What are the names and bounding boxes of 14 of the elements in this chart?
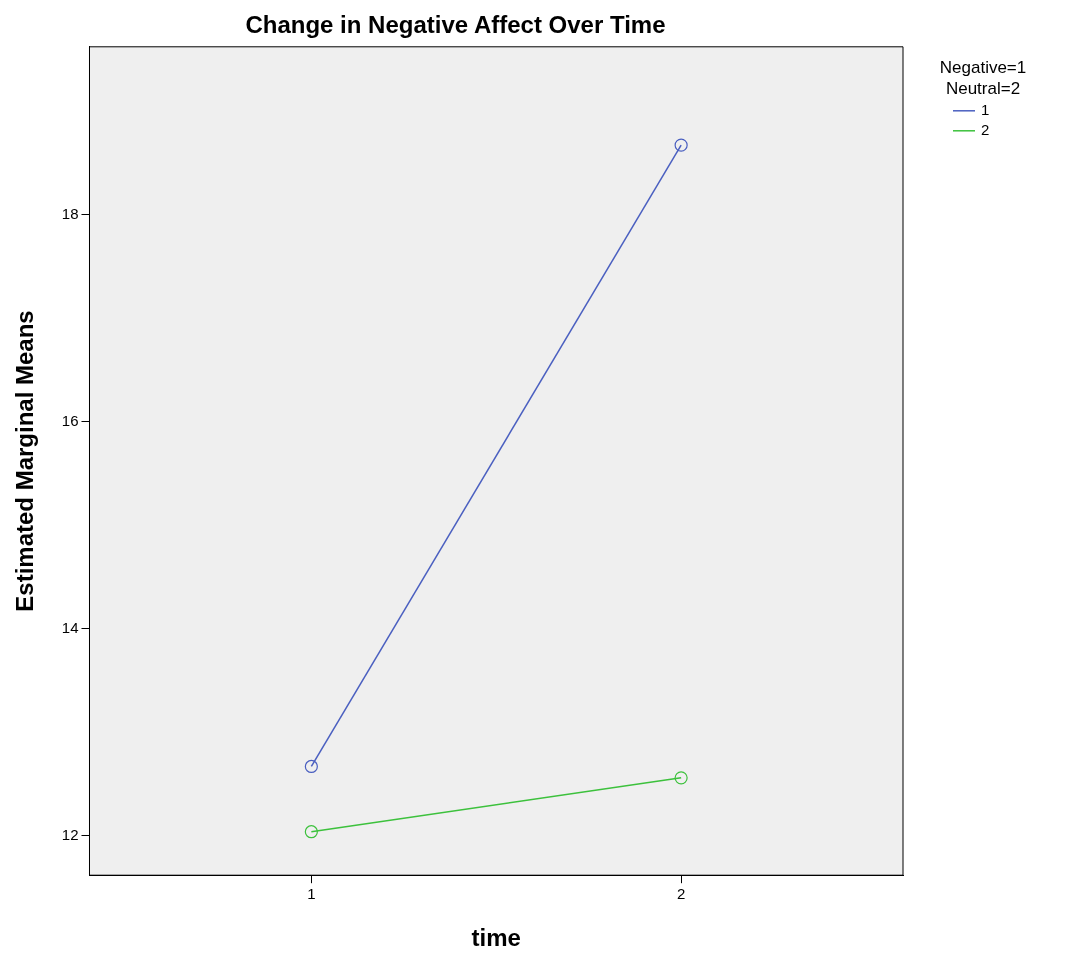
- point: [304, 759, 318, 774]
- legend-label: 2: [981, 120, 990, 138]
- chart-title: Change in Negative Affect Over Time: [245, 11, 666, 39]
- point: [674, 138, 688, 152]
- legend-title: Negative=1 Neutral=2: [939, 58, 1027, 99]
- y-tick-label: 18: [61, 204, 79, 222]
- y-tick-label: 12: [61, 825, 79, 843]
- x-axis-title: time: [471, 924, 521, 952]
- legend-label: 1: [981, 100, 990, 118]
- point: [674, 771, 688, 785]
- y-tick-label: 16: [61, 411, 79, 429]
- y-tick-label: 14: [61, 618, 79, 636]
- point: [304, 825, 318, 839]
- y-axis-title: Estimated Marginal Means: [11, 310, 39, 612]
